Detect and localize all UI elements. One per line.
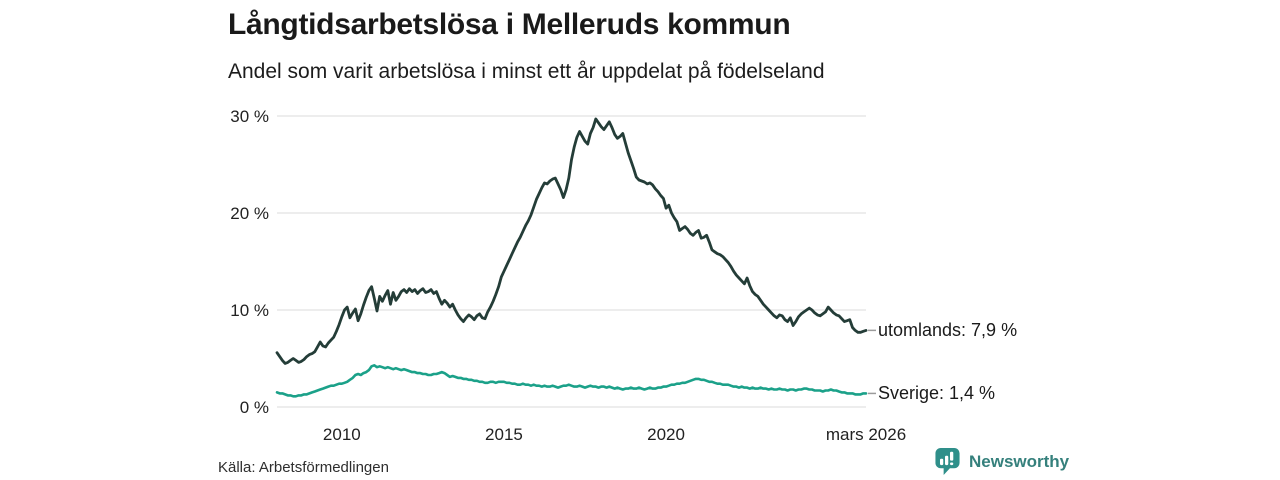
- y-tick-label: 0 %: [240, 398, 269, 417]
- newsworthy-logo-icon: [935, 448, 960, 475]
- series-end-label-utomlands: utomlands: 7,9 %: [878, 320, 1018, 340]
- x-tick-label: 2010: [323, 425, 361, 444]
- brand-name: Newsworthy: [969, 451, 1070, 471]
- page-title: Långtidsarbetslösa i Melleruds kommun: [228, 8, 791, 41]
- brand-logo: Newsworthy: [934, 446, 1069, 477]
- x-tick-label: mars 2026: [826, 425, 906, 444]
- y-tick-label: 30 %: [230, 107, 269, 126]
- series-line-sverige: [275, 363, 868, 398]
- y-tick-label: 10 %: [230, 301, 269, 320]
- x-tick-label: 2020: [647, 425, 685, 444]
- series-line-utomlands: [275, 117, 868, 365]
- source-note: Källa: Arbetsförmedlingen: [218, 459, 389, 476]
- y-tick-label: 20 %: [230, 204, 269, 223]
- page-subtitle: Andel som varit arbetslösa i minst ett å…: [228, 60, 825, 83]
- series-end-label-sverige: Sverige: 1,4 %: [878, 383, 996, 403]
- x-tick-label: 2015: [485, 425, 523, 444]
